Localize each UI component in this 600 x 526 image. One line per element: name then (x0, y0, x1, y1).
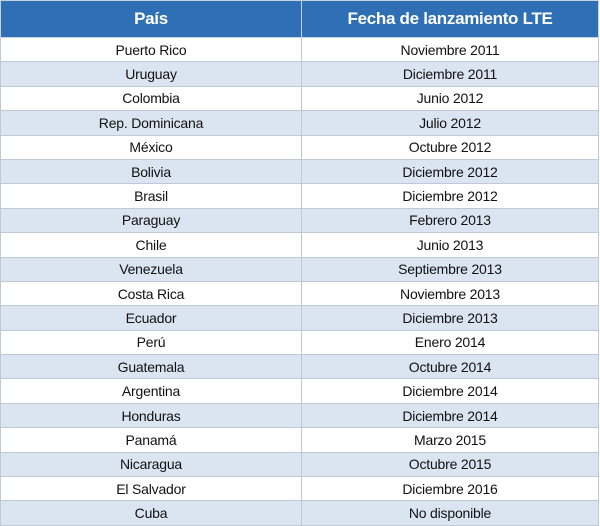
date-cell: Diciembre 2013 (301, 305, 599, 331)
table-row: Nicaragua Octubre 2015 (0, 451, 599, 478)
country-cell: Costa Rica (0, 280, 302, 307)
table-body: Puerto Rico Noviembre 2011 Uruguay Diciembr… (0, 36, 599, 526)
table-row: Cuba No disponible (0, 500, 599, 526)
country-cell: Chile (0, 232, 302, 258)
country-cell: Cuba (0, 500, 302, 526)
country-cell: Bolivia (0, 158, 302, 185)
country-cell: Paraguay (0, 207, 302, 234)
table-row: Ecuador Diciembre 2013 (0, 305, 599, 331)
country-cell: Puerto Rico (0, 36, 302, 63)
table-row: Rep. Dominicana Julio 2012 (0, 110, 599, 136)
date-cell: Diciembre 2012 (301, 158, 599, 185)
table-row: Guatemala Octubre 2014 (0, 354, 599, 380)
date-cell: Diciembre 2014 (301, 378, 599, 404)
country-cell: Nicaragua (0, 451, 302, 478)
table-row: Perú Enero 2014 (0, 329, 599, 356)
header-row: País Fecha de lanzamiento LTE (0, 0, 599, 38)
date-cell: Febrero 2013 (301, 207, 599, 234)
country-cell: Guatemala (0, 354, 302, 380)
table-row: Costa Rica Noviembre 2013 (0, 280, 599, 307)
date-cell: Septiembre 2013 (301, 256, 599, 282)
date-cell: Junio 2012 (301, 85, 599, 112)
date-cell: Noviembre 2011 (301, 36, 599, 63)
table-row: Venezuela Septiembre 2013 (0, 256, 599, 282)
table-row: Brasil Diciembre 2012 (0, 183, 599, 209)
country-cell: Colombia (0, 85, 302, 112)
table-row: México Octubre 2012 (0, 134, 599, 160)
table-row: Colombia Junio 2012 (0, 85, 599, 112)
table-row: Puerto Rico Noviembre 2011 (0, 36, 599, 63)
date-cell: Enero 2014 (301, 329, 599, 356)
table-row: El Salvador Diciembre 2016 (0, 476, 599, 502)
date-cell: Octubre 2012 (301, 134, 599, 160)
date-cell: No disponible (301, 500, 599, 526)
date-cell: Octubre 2015 (301, 451, 599, 478)
date-cell: Diciembre 2011 (301, 61, 599, 87)
country-cell: Uruguay (0, 61, 302, 87)
table-row: Panamá Marzo 2015 (0, 427, 599, 453)
date-cell: Diciembre 2014 (301, 402, 599, 429)
country-cell: Brasil (0, 183, 302, 209)
date-cell: Diciembre 2016 (301, 476, 599, 502)
country-cell: México (0, 134, 302, 160)
date-cell: Julio 2012 (301, 110, 599, 136)
country-cell: El Salvador (0, 476, 302, 502)
header-cell: País (0, 0, 302, 38)
table-row: Chile Junio 2013 (0, 232, 599, 258)
table-row: Bolivia Diciembre 2012 (0, 158, 599, 185)
country-cell: Perú (0, 329, 302, 356)
country-cell: Rep. Dominicana (0, 110, 302, 136)
date-cell: Diciembre 2012 (301, 183, 599, 209)
table-row: Uruguay Diciembre 2011 (0, 61, 599, 87)
table-row: Honduras Diciembre 2014 (0, 402, 599, 429)
table-row: Argentina Diciembre 2014 (0, 378, 599, 404)
date-cell: Junio 2013 (301, 232, 599, 258)
country-cell: Ecuador (0, 305, 302, 331)
date-cell: Marzo 2015 (301, 427, 599, 453)
header-cell: Fecha de lanzamiento LTE (301, 0, 599, 38)
country-cell: Argentina (0, 378, 302, 404)
date-cell: Noviembre 2013 (301, 280, 599, 307)
date-cell: Octubre 2014 (301, 354, 599, 380)
table-row: Paraguay Febrero 2013 (0, 207, 599, 234)
country-cell: Honduras (0, 402, 302, 429)
country-cell: Venezuela (0, 256, 302, 282)
country-cell: Panamá (0, 427, 302, 453)
